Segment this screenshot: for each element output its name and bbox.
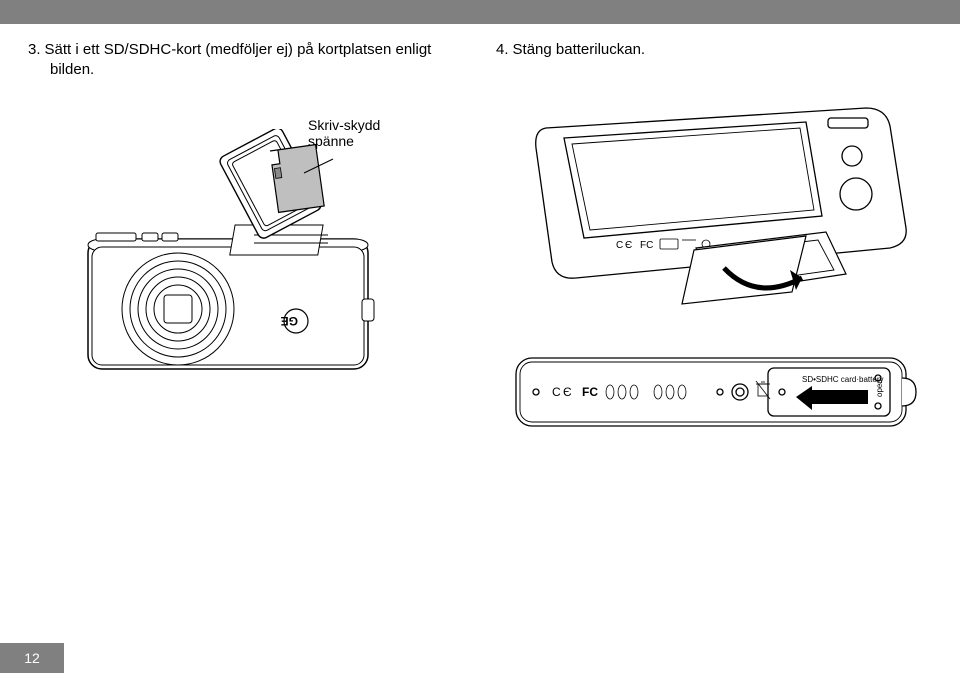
page-number-badge: 12 <box>0 643 64 673</box>
figure-left: Skriv-skydd spänne <box>28 99 464 379</box>
step-3-line1: Sätt i ett SD/SDHC-kort (medföljer ej) p… <box>45 41 432 58</box>
step-4-text: 4.Stäng batteriluckan. <box>496 40 932 60</box>
svg-text:FC: FC <box>640 240 653 251</box>
step-4-number: 4. <box>496 41 509 58</box>
page-content: 3.Sätt i ett SD/SDHC-kort (medföljer ej)… <box>0 24 960 687</box>
top-gray-bar <box>0 0 960 24</box>
page-number-text: 12 <box>24 650 40 666</box>
svg-text:Є: Є <box>563 385 572 399</box>
step-3-number: 3. <box>28 41 41 58</box>
right-column: 4.Stäng batteriluckan. <box>496 40 932 508</box>
svg-text:C: C <box>552 385 561 399</box>
left-column: 3.Sätt i ett SD/SDHC-kort (medföljer ej)… <box>28 40 464 508</box>
camera-back-illustration: C Є FC <box>506 98 926 318</box>
sd-slot-label: SD•SDHC card·battery <box>802 375 884 384</box>
step-3-line2: bilden. <box>28 60 464 80</box>
camera-bottom-illustration: C Є FC <box>506 338 926 448</box>
two-columns: 3.Sätt i ett SD/SDHC-kort (medföljer ej)… <box>28 40 932 508</box>
svg-text:FC: FC <box>582 385 598 399</box>
figure-right: C Є FC <box>496 78 932 508</box>
step-4-line: Stäng batteriluckan. <box>513 41 646 58</box>
camera-front-illustration: GE <box>68 129 428 389</box>
svg-text:C: C <box>616 240 623 251</box>
open-label: open <box>875 379 884 397</box>
ge-logo-text: GE <box>281 314 298 328</box>
svg-text:Є: Є <box>625 240 632 251</box>
step-3-text: 3.Sätt i ett SD/SDHC-kort (medföljer ej)… <box>28 40 464 81</box>
